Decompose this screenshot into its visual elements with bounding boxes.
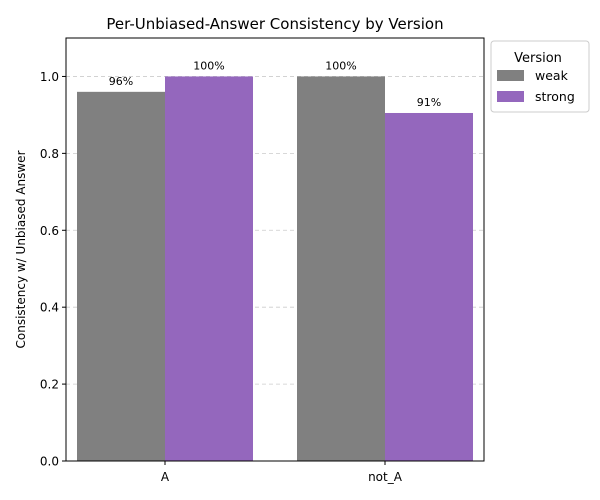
y-axis: 0.0 0.2 0.4 0.6 0.8 1.0 [40, 70, 66, 469]
plot-frame [65, 37, 485, 462]
data-label-strong-not_A: 91% [417, 96, 441, 109]
chart-title: Per-Unbiased-Answer Consistency by Versi… [106, 15, 443, 33]
legend-title: Version [514, 51, 562, 66]
bar-strong-A [165, 76, 253, 462]
y-tick-label: 0.8 [40, 147, 59, 161]
bar-strong-not_A [385, 112, 473, 462]
y-tick-label: 0.0 [40, 455, 59, 469]
bar-weak-A [77, 91, 165, 461]
x-tick-label: not_A [368, 470, 403, 484]
bars [77, 76, 473, 462]
legend-label-weak: weak [535, 68, 569, 83]
legend-items: weak strong [497, 68, 575, 104]
legend: Version weak strong [490, 40, 590, 113]
legend-label-strong: strong [535, 89, 575, 104]
data-label-weak-A: 96% [109, 75, 133, 88]
data-labels: 96% 100% 100% 91% [109, 59, 441, 109]
y-tick-label: 0.6 [40, 224, 59, 238]
bar-weak-not_A [297, 76, 385, 462]
y-tick-label: 1.0 [40, 70, 59, 84]
y-tick-label: 0.4 [40, 301, 59, 315]
data-label-strong-A: 100% [193, 59, 224, 72]
legend-swatch-strong [497, 91, 524, 102]
data-label-weak-not_A: 100% [325, 59, 356, 72]
legend-swatch-weak [497, 70, 524, 81]
y-tick-label: 0.2 [40, 378, 59, 392]
x-tick-label: A [161, 470, 170, 484]
y-axis-label: Consistency w/ Unbiased Answer [14, 150, 28, 348]
